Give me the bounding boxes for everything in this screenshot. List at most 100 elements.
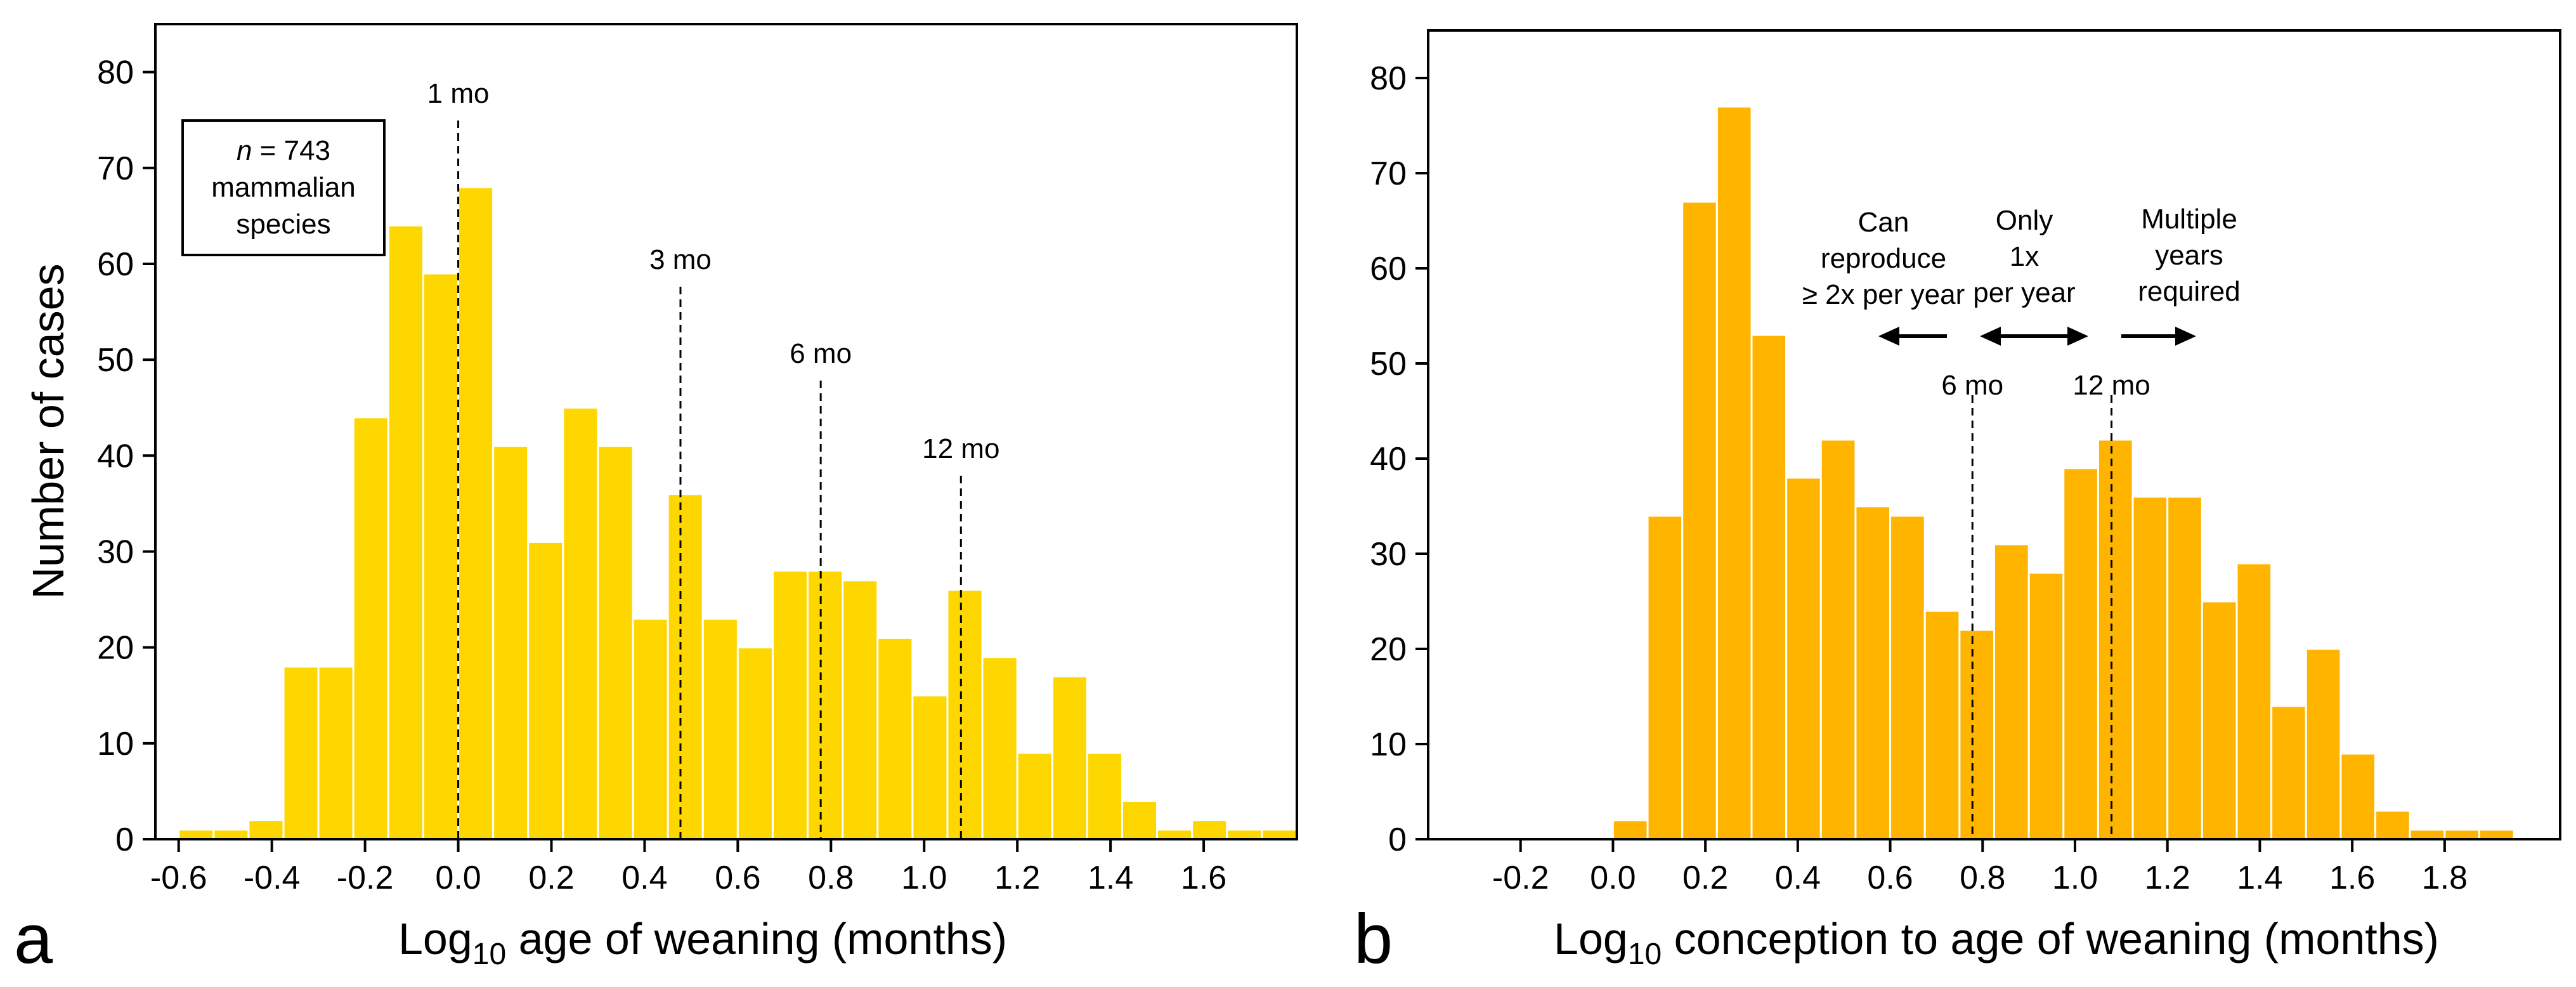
- panel-a-x-tick-label: -0.4: [244, 860, 301, 896]
- panel-a-x-tick-label: 0.8: [808, 860, 854, 896]
- panel-a-x-tick-label: -0.2: [337, 860, 394, 896]
- panel-b-bar: [2339, 752, 2377, 840]
- panel-b-bar: [1611, 819, 1649, 840]
- panel-a-x-tick-label: 0.4: [621, 860, 667, 896]
- reproduction-regions: Can reproduce ≥ 2x per year Only 1x per …: [1802, 204, 2241, 346]
- region-3-line1: Multiple: [2141, 204, 2237, 235]
- panel-b-y-tick-label: 70: [1370, 155, 1407, 192]
- panel-a-bar: [771, 570, 809, 840]
- panel-a-bar: [946, 589, 984, 840]
- panel-b-bar: [2374, 809, 2411, 840]
- panel-b-bar: [1785, 476, 1822, 840]
- panel-b-bar: [2409, 828, 2446, 840]
- panel-b-x-axis-label: Log10 conception to age of weaning (mont…: [1554, 914, 2439, 971]
- panel-b-x-axis-label-subscript: 10: [1628, 938, 1662, 971]
- panel-a-bar: [1261, 828, 1298, 840]
- panel-a-bar: [387, 224, 424, 840]
- panel-b-y-tick-label: 0: [1388, 821, 1407, 858]
- panel-a-bar: [736, 646, 774, 840]
- panel-a-x-axis-label: Log10 age of weaning (months): [398, 914, 1007, 971]
- panel-a-bar: [1016, 752, 1053, 840]
- panel-b-bar: [1750, 334, 1788, 840]
- panel-a-marker-label: 3 mo: [649, 244, 712, 275]
- panel-a-bar: [701, 617, 739, 840]
- panel-a-plot-frame: [154, 23, 1298, 840]
- panel-a-bar: [632, 617, 669, 840]
- region-1-line2: reproduce: [1821, 243, 1946, 274]
- panel-b-bar: [2235, 562, 2273, 840]
- panel-a-histogram: 1 mo 3 mo 6 mo 12 mo -0.6 -0.4 -0.2 0.0 0.2 0.4 0…: [14, 23, 1298, 978]
- panel-b-y-tick-label: 50: [1370, 346, 1407, 382]
- panel-b-month-markers: 6 mo 12 mo: [1941, 370, 2150, 839]
- panel-b-letter: b: [1354, 900, 1393, 978]
- panel-a-bar: [282, 665, 320, 840]
- panel-a-y-tick-label: 60: [97, 246, 134, 283]
- panel-a-y-tick-label: 80: [97, 55, 134, 91]
- panel-b-x-axis-label-text: conception to age of weaning (months): [1662, 914, 2439, 964]
- panel-a-y-tick-label: 50: [97, 342, 134, 379]
- sample-size-line3: species: [236, 209, 330, 240]
- panel-b-bar: [2270, 705, 2307, 840]
- panel-a-bar: [1086, 752, 1123, 840]
- panel-b-bar: [1646, 514, 1684, 840]
- panel-a-bar: [876, 637, 914, 840]
- region-2-line1: Only: [1996, 205, 2053, 236]
- panel-b-bar: [2443, 828, 2481, 840]
- region-3-line3: required: [2138, 276, 2240, 307]
- panel-b-y-tick-label: 10: [1370, 726, 1407, 763]
- sample-size-count: = 743: [252, 135, 330, 166]
- panel-b-y-tick-label: 80: [1370, 60, 1407, 97]
- panel-b-y-tick-label: 30: [1370, 536, 1407, 573]
- panel-b-bar: [1681, 200, 1718, 840]
- svg-text:n = 743: n = 743: [237, 135, 330, 166]
- panel-a-x-axis-label-log: Log: [398, 914, 472, 964]
- panel-a-bars: [178, 186, 1298, 840]
- panel-b-x-tick-label: 1.4: [2237, 860, 2282, 896]
- panel-b-bar: [2097, 438, 2134, 840]
- panel-a-marker-label: 12 mo: [922, 433, 999, 464]
- panel-a-x-tick-label: 1.2: [994, 860, 1040, 896]
- panel-a-bar: [178, 828, 215, 840]
- panel-b-bar: [1854, 505, 1892, 840]
- panel-b-bar: [2478, 828, 2515, 840]
- panel-a-x-tick-label: 0.0: [435, 860, 481, 896]
- panel-b-x-tick-label: 1.8: [2422, 860, 2468, 896]
- region-2-line3: per year: [1973, 277, 2075, 308]
- panel-b-bar: [1819, 438, 1857, 840]
- panel-a-y-axis-label: Number of cases: [23, 263, 73, 599]
- panel-b-bar: [1958, 629, 1996, 840]
- panel-a-x-axis-label-subscript: 10: [472, 938, 506, 971]
- panel-a-bar: [562, 407, 599, 840]
- panel-b-x-tick-label: -0.2: [1492, 860, 1549, 896]
- panel-b-x-ticks: -0.2 0.0 0.2 0.4 0.6 0.8 1.0 1.2 1.4 1.6 1.8: [1492, 839, 2468, 896]
- panel-b-bar: [2166, 495, 2203, 840]
- panel-a-marker-label: 6 mo: [790, 338, 852, 369]
- panel-b-bar: [2062, 467, 2099, 840]
- panel-a-bar: [492, 445, 530, 840]
- panel-a-y-tick-label: 40: [97, 438, 134, 474]
- panel-a-bar: [527, 540, 564, 840]
- panel-a-bar: [597, 445, 634, 840]
- panel-b-marker-label: 6 mo: [1941, 370, 2003, 401]
- sample-size-box-frame: [181, 119, 386, 256]
- panel-b-bar: [2027, 572, 2065, 840]
- panel-b-plot-frame: [1427, 29, 2561, 840]
- panel-b-bar: [1923, 610, 1961, 840]
- panel-a-month-markers: 1 mo 3 mo 6 mo 12 mo: [427, 78, 999, 839]
- region-1-line3: ≥ 2x per year: [1802, 279, 1965, 310]
- panel-b-y-tick-label: 20: [1370, 631, 1407, 668]
- double-arrow-icon: [1980, 327, 2088, 346]
- panel-a-y-tick-label: 0: [115, 821, 134, 858]
- panel-a-bar: [1156, 828, 1194, 840]
- panel-a-y-tick-label: 10: [97, 726, 134, 762]
- panel-a-bar: [1051, 675, 1088, 840]
- panel-b-bar: [2201, 600, 2238, 840]
- panel-a-bar: [422, 272, 460, 840]
- panel-a-x-tick-label: 0.6: [715, 860, 760, 896]
- panel-a-bar: [317, 665, 355, 840]
- region-1-line1: Can: [1858, 207, 1909, 238]
- panel-b-bars: [1611, 105, 2515, 840]
- panel-a-bar: [1226, 828, 1263, 840]
